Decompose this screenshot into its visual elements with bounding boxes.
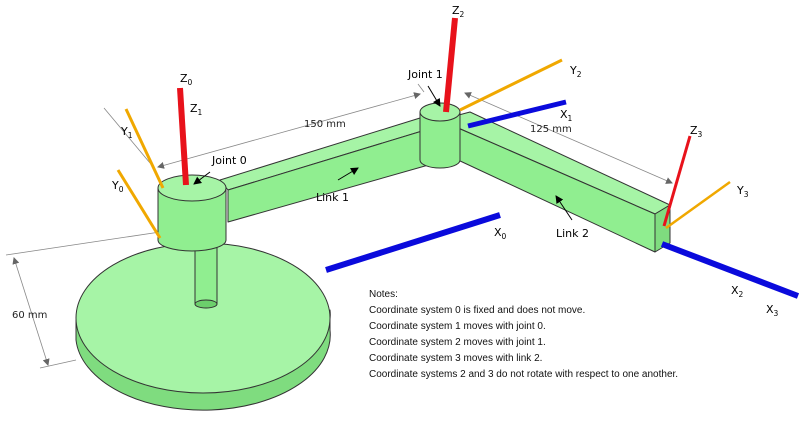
y3-axis	[665, 180, 731, 230]
shaft	[194, 239, 218, 309]
joint1-arrow	[427, 85, 441, 107]
z3-label: Z3	[690, 124, 703, 139]
link2-label: Link 2	[556, 227, 589, 240]
dim-60-ext-top	[5, 231, 161, 256]
x1-label: X1	[560, 108, 573, 123]
notes-block: Notes: Coordinate system 0 is fixed and …	[369, 287, 678, 383]
y1-axis	[124, 108, 165, 189]
dim-125-label: 125 mm	[530, 124, 572, 135]
joint0-side	[157, 187, 227, 252]
y2-label: Y2	[569, 64, 582, 79]
joint0-top	[157, 174, 227, 202]
notes-line: Coordinate system 3 moves with link 2.	[369, 353, 543, 364]
joint0-label: Joint 0	[211, 154, 247, 167]
joint-1-cylinder	[419, 102, 461, 169]
dim-60-label: 60 mm	[12, 310, 47, 321]
dim-150-line	[157, 92, 421, 169]
x3-label: X3	[766, 303, 779, 318]
y3-label: Y3	[736, 184, 749, 199]
joint1-side	[419, 111, 461, 169]
notes-line: Coordinate system 1 moves with joint 0.	[369, 321, 546, 332]
x1-axis	[467, 99, 567, 129]
y0-label: Y0	[111, 179, 124, 194]
dim-60-ext-bottom	[39, 359, 77, 369]
notes-line: Coordinate system 0 is fixed and does no…	[369, 305, 586, 316]
shaft-bottom	[194, 299, 218, 309]
notes-title: Notes:	[369, 289, 398, 300]
dim-150-label: 150 mm	[304, 119, 346, 130]
x0-label: X0	[494, 226, 507, 241]
notes-line: Coordinate systems 2 and 3 do not rotate…	[369, 369, 679, 380]
link2-arrow	[555, 195, 573, 221]
y2-axis	[459, 58, 563, 112]
joint-0-cylinder	[157, 174, 227, 252]
z3-axis	[662, 135, 692, 227]
x0-axis	[325, 212, 501, 273]
link1-arrow	[337, 167, 359, 181]
y1-label: Y1	[120, 125, 133, 140]
x2-label: X2	[731, 284, 744, 299]
joint1-label: Joint 1	[407, 68, 443, 81]
z1-label: Z1	[190, 102, 203, 117]
notes-line: Coordinate system 2 moves with joint 1.	[369, 337, 546, 348]
z2-label: Z2	[452, 4, 465, 19]
joint0-arrow	[193, 171, 211, 185]
link-2	[439, 111, 671, 253]
z0-z1-axis	[177, 87, 189, 186]
z2-axis	[443, 17, 458, 113]
dimension-lines	[5, 83, 673, 369]
link1-label: Link 1	[316, 191, 349, 204]
link-1	[219, 117, 433, 223]
z0-label: Z0	[180, 72, 193, 87]
dim-150-ext-left	[103, 107, 151, 164]
x2-x3-axis	[660, 241, 800, 299]
dim-60-line	[12, 257, 50, 366]
dim-125-line	[464, 92, 673, 184]
y0-axis	[116, 169, 162, 239]
dim-150-ext-right	[417, 83, 425, 93]
